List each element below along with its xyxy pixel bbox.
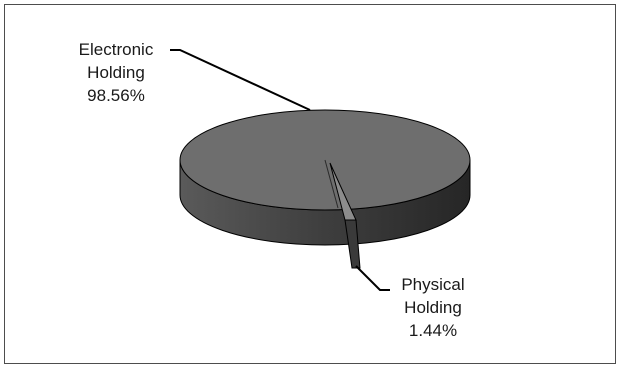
data-label-physical-value: 1.44% — [409, 321, 457, 340]
data-label-electronic-value: 98.56% — [87, 86, 145, 105]
data-label-physical-line2: Holding — [404, 298, 462, 317]
pie-slice-physical — [329, 162, 357, 221]
data-label-physical-line1: Physical — [401, 275, 464, 294]
leader-line-physical — [355, 265, 390, 291]
leader-line-electronic — [170, 49, 311, 111]
data-label-electronic-line1: Electronic — [79, 40, 154, 59]
data-label-electronic-line2: Holding — [87, 63, 145, 82]
pie-slice-gap — [324, 159, 339, 209]
